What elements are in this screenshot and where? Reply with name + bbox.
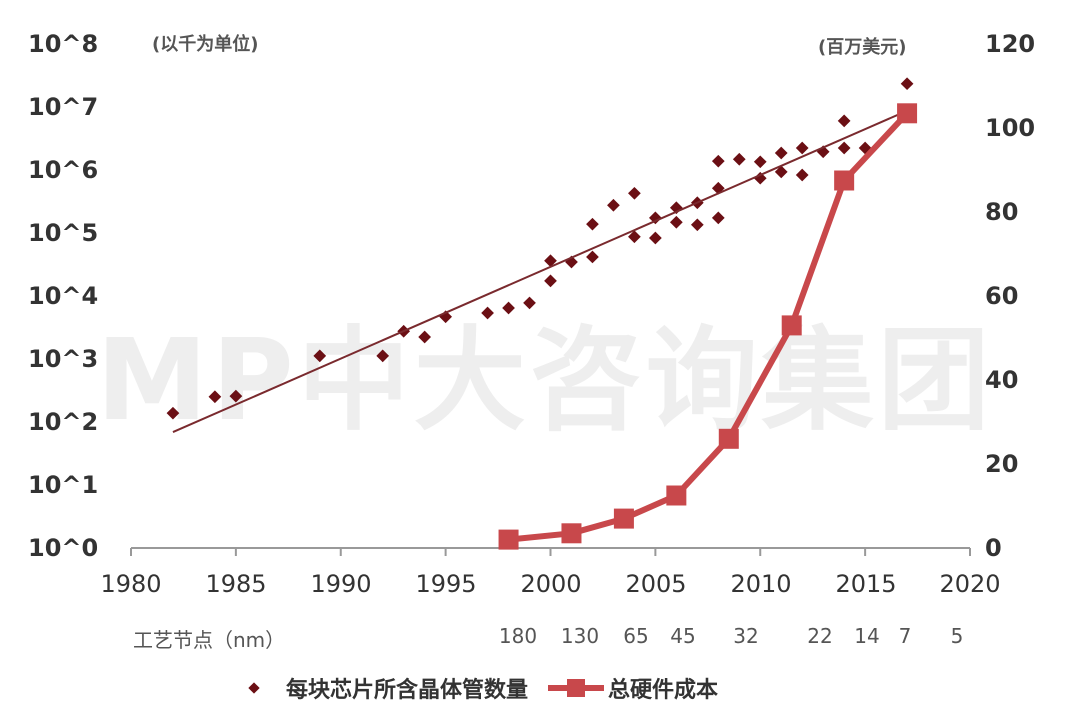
right-tick-label: 120 [985,30,1036,58]
scatter-point [711,154,725,168]
left-tick-label: 10^6 [28,156,99,184]
legend-item-hardware-cost: 总硬件成本 [548,672,718,704]
scatter-point [523,296,536,310]
scatter-point [628,186,641,200]
scatter-point [690,218,704,232]
cost-point [666,485,687,506]
left-tick-label: 10^3 [28,345,99,373]
x-tick-label: 2015 [835,570,897,598]
legend-item-transistors: 每块芯片所含晶体管数量 [248,672,529,704]
x-tick-label: 2010 [730,570,792,598]
left-tick-label: 10^2 [28,408,99,436]
right-tick-label: 0 [985,534,1002,562]
scatter-point [669,215,683,229]
scatter-point [753,155,767,169]
x-tick-label: 1985 [205,570,267,598]
process-node-label: 14 [854,624,880,648]
scatter-point [229,389,243,403]
right-tick-label: 100 [985,114,1036,142]
scatter-point [607,198,620,212]
scatter-point [586,250,599,264]
cost-point [834,170,855,191]
scatter-point [376,349,390,363]
x-tick-label: 2005 [625,570,687,598]
left-tick-label: 10^7 [28,93,99,121]
scatter-point [711,211,725,225]
scatter-point [732,152,746,166]
scatter-point [544,274,557,288]
process-node-label: 180 [498,624,538,648]
scatter-point [795,141,809,155]
x-tick-label: 2020 [939,570,1001,598]
right-tick-label: 60 [985,282,1019,310]
legend: 每块芯片所含晶体管数量 总硬件成本 [248,672,738,704]
scatter-point [649,231,662,245]
legend-label: 每块芯片所含晶体管数量 [286,678,529,703]
left-tick-label: 10^4 [28,282,99,310]
left-axis-unit: (以千为单位) [152,34,259,55]
process-node-label: 130 [560,624,600,648]
cost-point [613,508,634,529]
right-tick-label: 40 [985,366,1019,394]
x-tick-label: 1980 [100,570,162,598]
left-tick-label: 10^8 [28,30,99,58]
scatter-point [418,330,432,344]
process-node-label: 22 [807,624,833,648]
square-line-marker-icon [548,679,605,697]
process-node-label: 45 [670,624,696,648]
x-tick-label: 2000 [520,570,582,598]
x-tick-label: 1995 [415,570,477,598]
scatter-point [166,406,180,420]
left-tick-label: 10^0 [28,534,99,562]
left-tick-label: 10^5 [28,219,99,247]
scatter-point [795,168,809,182]
trend-line [172,109,908,433]
legend-label: 总硬件成本 [608,678,719,703]
scatter-point [586,217,599,231]
right-tick-label: 80 [985,198,1019,226]
process-node-title: 工艺节点（nm） [133,628,286,652]
process-node-label: 32 [733,624,759,648]
process-node-label: 65 [623,624,649,648]
cost-point [718,428,739,449]
cost-point [498,529,519,550]
scatter-point [313,349,327,363]
cost-point [781,315,802,336]
x-tick-label: 1990 [310,570,372,598]
scatter-point [502,301,515,315]
cost-point [897,103,918,124]
process-node-label: 5 [950,624,964,648]
left-tick-label: 10^1 [28,471,99,499]
scatter-point [481,306,494,320]
scatter-point [837,114,851,128]
process-node-label: 7 [898,624,912,648]
scatter-point [837,141,851,155]
diamond-marker-icon [248,682,260,694]
cost-point [561,523,582,544]
scatter-point [208,390,222,404]
right-axis-unit: (百万美元) [818,37,907,58]
scatter-point [774,146,788,160]
scatter-point [900,77,914,91]
right-tick-label: 20 [985,450,1019,478]
